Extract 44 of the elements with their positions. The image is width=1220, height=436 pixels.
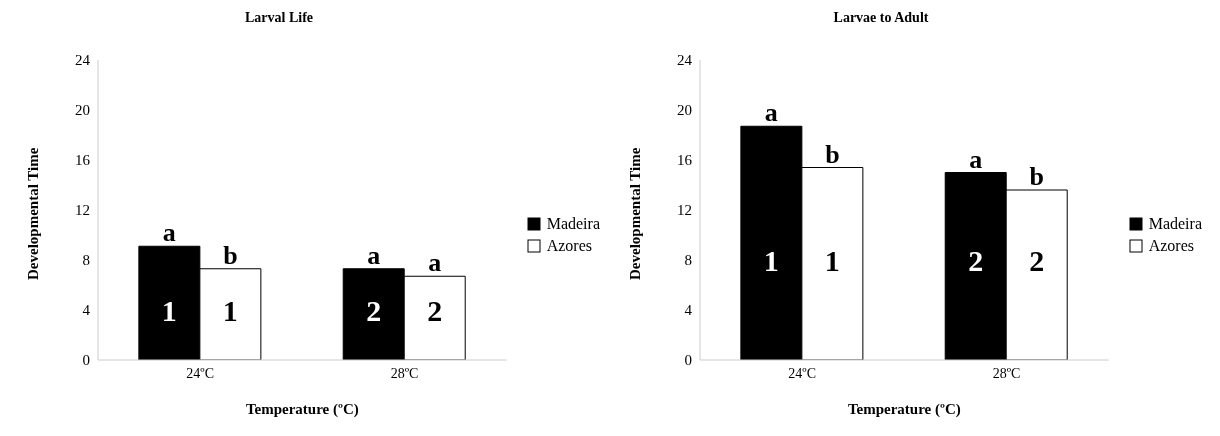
legend-label: Azores (546, 237, 592, 255)
y-axis-title: Developmental Time (627, 147, 644, 280)
annotation: 1 (763, 243, 779, 277)
y-tick-label: 4 (82, 302, 91, 319)
x-tick-label: 28ºC (992, 365, 1021, 381)
legend-label: Azores (1148, 237, 1194, 255)
annotation: b (825, 139, 840, 169)
annotation: b (1029, 162, 1044, 191)
annotation: 1 (161, 293, 177, 327)
annotation: 2 (1029, 243, 1045, 277)
y-tick-label: 16 (75, 152, 91, 169)
annotation: 1 (222, 293, 238, 327)
annotation: 2 (968, 243, 984, 277)
y-tick-label: 20 (677, 102, 692, 119)
legend-label: Madeira (546, 215, 600, 233)
x-axis-title: Temperature (ºC) (847, 401, 961, 418)
x-tick-label: 24ºC (186, 365, 215, 381)
y-tick-label: 8 (684, 252, 692, 269)
chart-title: Larvae to Adult (832, 9, 930, 27)
y-axis-title: Developmental Time (25, 147, 42, 280)
x-tick-label: 28ºC (390, 365, 419, 381)
y-tick-label: 12 (75, 202, 90, 219)
annotation: 2 (427, 293, 443, 327)
annotation: b (223, 240, 238, 270)
annotation: a (428, 248, 442, 278)
legend-label: Madeira (1148, 215, 1202, 233)
x-tick-label: 24ºC (788, 365, 817, 381)
y-tick-label: 20 (75, 102, 90, 119)
y-tick-label: 24 (677, 52, 693, 69)
y-tick-label: 0 (82, 352, 90, 369)
y-tick-label: 24 (75, 52, 91, 69)
annotation: a (162, 218, 176, 248)
y-tick-label: 12 (677, 202, 692, 219)
annotation: a (969, 144, 983, 174)
x-axis-title: Temperature (ºC) (245, 401, 359, 418)
y-tick-label: 4 (684, 302, 693, 319)
annotation: 1 (824, 243, 840, 277)
annotation: a (367, 240, 381, 270)
y-tick-label: 0 (684, 352, 692, 369)
y-tick-label: 8 (82, 252, 90, 269)
annotation: a (764, 98, 778, 128)
chart-title: Larval Life (243, 9, 314, 27)
y-tick-label: 16 (677, 152, 693, 169)
annotation: 2 (366, 293, 382, 327)
